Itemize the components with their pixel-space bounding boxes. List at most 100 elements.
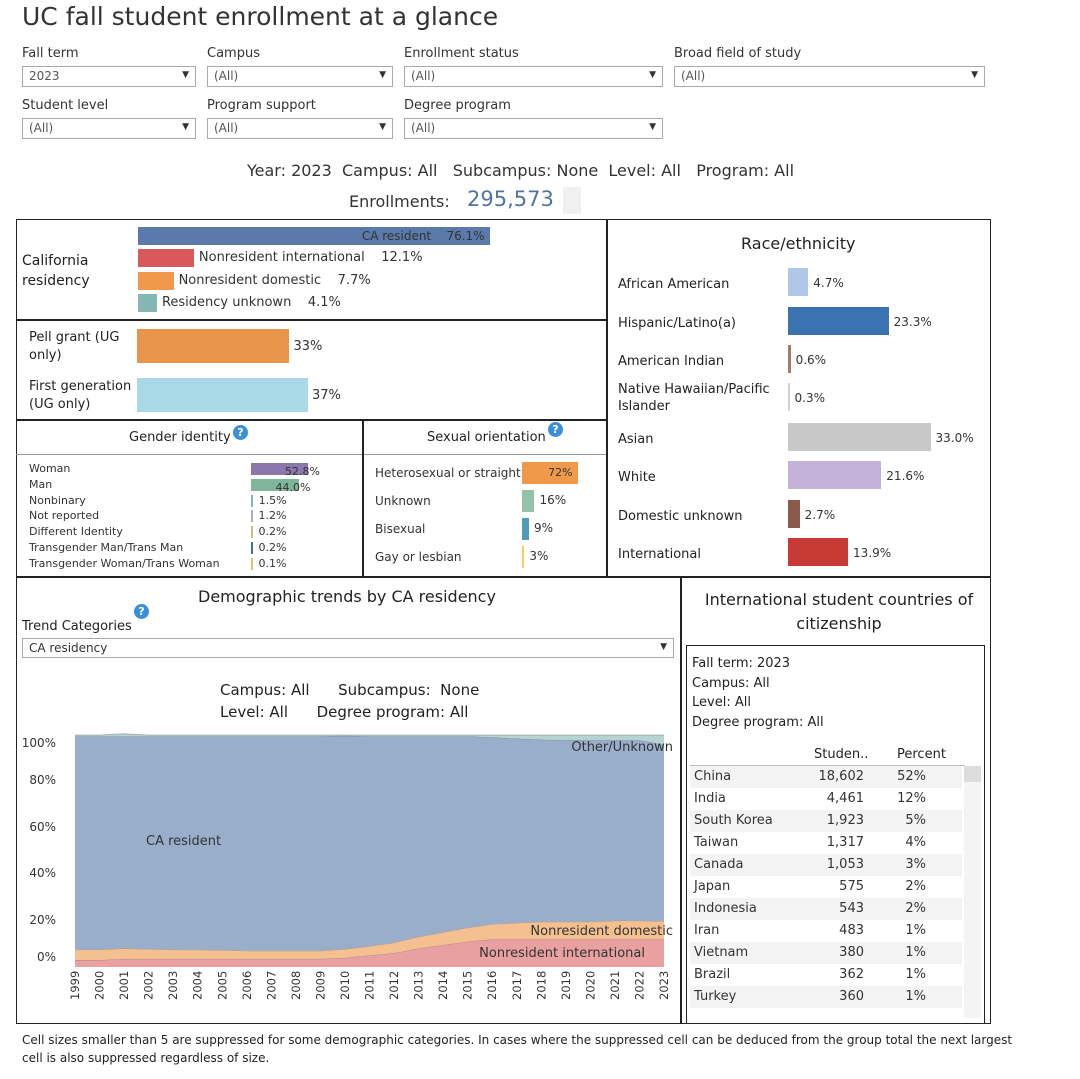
col-percent-header[interactable]: Percent xyxy=(897,747,946,762)
table-row[interactable]: Turkey 360 1% xyxy=(690,986,962,1008)
firstgen-value: 37% xyxy=(311,388,341,403)
fall-term-value: 2023 xyxy=(29,69,60,83)
help-icon[interactable]: ? xyxy=(134,604,149,619)
chevron-down-icon: ▼ xyxy=(660,642,667,652)
chevron-down-icon: ▼ xyxy=(649,122,656,132)
trend-subtitle-1: Campus: All Subcampus: None xyxy=(220,681,480,699)
intl-info-campus: Campus: All xyxy=(692,675,770,691)
x-tick-label: 2000 xyxy=(93,971,107,1000)
chevron-down-icon: ▼ xyxy=(649,70,656,80)
percent-cell: 2% xyxy=(905,879,926,894)
table-row[interactable]: Japan 575 2% xyxy=(690,876,962,898)
race-bar xyxy=(788,538,849,566)
table-row[interactable]: Iran 483 1% xyxy=(690,920,962,942)
race-label: African American xyxy=(618,277,730,292)
enrollments-spacer xyxy=(563,187,581,214)
intl-scrollbar[interactable] xyxy=(964,766,981,1018)
orientation-bar xyxy=(522,546,525,568)
campus-dropdown[interactable]: (All) ▼ xyxy=(207,66,393,87)
x-tick-label: 2020 xyxy=(583,971,597,1000)
help-icon[interactable]: ? xyxy=(233,425,248,440)
race-title: Race/ethnicity xyxy=(741,234,856,253)
orientation-value: 72% xyxy=(548,466,573,479)
program-support-dropdown[interactable]: (All) ▼ xyxy=(207,118,393,139)
dashboard-frame xyxy=(16,219,991,1024)
residency-bar-label: Residency unknown 4.1% xyxy=(161,295,341,310)
percent-cell: 3% xyxy=(905,857,926,872)
broad-field-label: Broad field of study xyxy=(674,46,802,61)
student-level-dropdown[interactable]: (All) ▼ xyxy=(22,118,196,139)
divider xyxy=(680,576,682,1024)
table-row[interactable]: China 18,602 52% xyxy=(690,766,962,788)
col-students-header[interactable]: Studen.. xyxy=(814,747,869,762)
students-cell: 360 xyxy=(839,989,864,1004)
race-bar xyxy=(788,461,882,489)
gender-bar xyxy=(251,510,253,523)
orientation-bar xyxy=(522,462,579,484)
trend-categories-label: Trend Categories xyxy=(22,619,132,634)
table-row[interactable]: Brazil 362 1% xyxy=(690,964,962,986)
program-support-label: Program support xyxy=(207,98,316,113)
x-tick-label: 2010 xyxy=(338,971,352,1000)
broad-field-dropdown[interactable]: (All) ▼ xyxy=(674,66,985,87)
table-row[interactable]: Taiwan 1,317 4% xyxy=(690,832,962,854)
help-icon[interactable]: ? xyxy=(548,422,563,437)
percent-cell: 12% xyxy=(897,791,926,806)
x-tick-label: 2001 xyxy=(117,971,131,1000)
gender-value: 0.1% xyxy=(258,556,287,570)
orientation-label: Unknown xyxy=(375,494,431,508)
gender-label: Woman xyxy=(29,462,71,475)
chevron-down-icon: ▼ xyxy=(182,122,189,132)
series-label: Nonresident international xyxy=(479,946,645,961)
table-row[interactable]: South Korea 1,923 5% xyxy=(690,810,962,832)
gender-bar xyxy=(251,463,309,475)
intl-info-program: Degree program: All xyxy=(692,714,824,730)
table-row[interactable]: Indonesia 543 2% xyxy=(690,898,962,920)
gender-label: Not reported xyxy=(29,509,100,523)
percent-cell: 1% xyxy=(905,923,926,938)
fall-term-dropdown[interactable]: 2023 ▼ xyxy=(22,66,196,87)
gender-value: 1.2% xyxy=(258,509,287,523)
x-tick-label: 2014 xyxy=(436,971,450,1000)
trend-categories-dropdown[interactable]: CA residency ▼ xyxy=(22,638,674,658)
table-row[interactable]: Vietnam 380 1% xyxy=(690,942,962,964)
percent-cell: 2% xyxy=(905,901,926,916)
country-cell: Vietnam xyxy=(694,945,749,960)
intl-scroll-thumb[interactable] xyxy=(964,766,981,782)
residency-title: California residency xyxy=(22,253,90,289)
race-label: Hispanic/Latino(a) xyxy=(618,316,736,331)
enrollment-status-dropdown[interactable]: (All) ▼ xyxy=(404,66,663,87)
pell-value: 33% xyxy=(293,339,323,354)
table-row[interactable]: India 4,461 12% xyxy=(690,788,962,810)
race-value: 0.3% xyxy=(794,391,826,405)
student-level-label: Student level xyxy=(22,98,109,113)
race-bar xyxy=(788,307,889,335)
student-level-value: (All) xyxy=(29,121,54,135)
divider xyxy=(606,219,608,577)
residency-bar xyxy=(138,227,490,245)
country-cell: Japan xyxy=(694,879,731,894)
percent-cell: 1% xyxy=(905,945,926,960)
intl-title-line2: citizenship xyxy=(796,614,882,633)
trend-subtitle-2: Level: All Degree program: All xyxy=(220,703,469,721)
gender-value: 0.2% xyxy=(258,541,287,554)
enrollments-value: 295,573 xyxy=(467,187,554,211)
degree-program-dropdown[interactable]: (All) ▼ xyxy=(404,118,663,139)
chevron-down-icon: ▼ xyxy=(379,122,386,132)
x-tick-label: 1999 xyxy=(68,971,82,1000)
x-tick-label: 2015 xyxy=(461,971,475,1000)
gender-value: 52.8% xyxy=(285,465,320,478)
table-row[interactable]: Canada 1,053 3% xyxy=(690,854,962,876)
orientation-value: 3% xyxy=(529,549,549,563)
country-cell: Turkey xyxy=(694,989,737,1004)
y-tick-label: 0% xyxy=(37,950,56,964)
students-cell: 575 xyxy=(839,879,864,894)
gender-label: Different Identity xyxy=(29,525,123,539)
residency-bar xyxy=(138,272,174,290)
campus-value: (All) xyxy=(214,69,239,83)
divider xyxy=(362,419,364,577)
orientation-bar xyxy=(522,518,530,540)
x-tick-label: 2016 xyxy=(485,971,499,1000)
x-tick-label: 2002 xyxy=(142,971,156,1000)
series-label: Other/Unknown xyxy=(571,740,673,755)
